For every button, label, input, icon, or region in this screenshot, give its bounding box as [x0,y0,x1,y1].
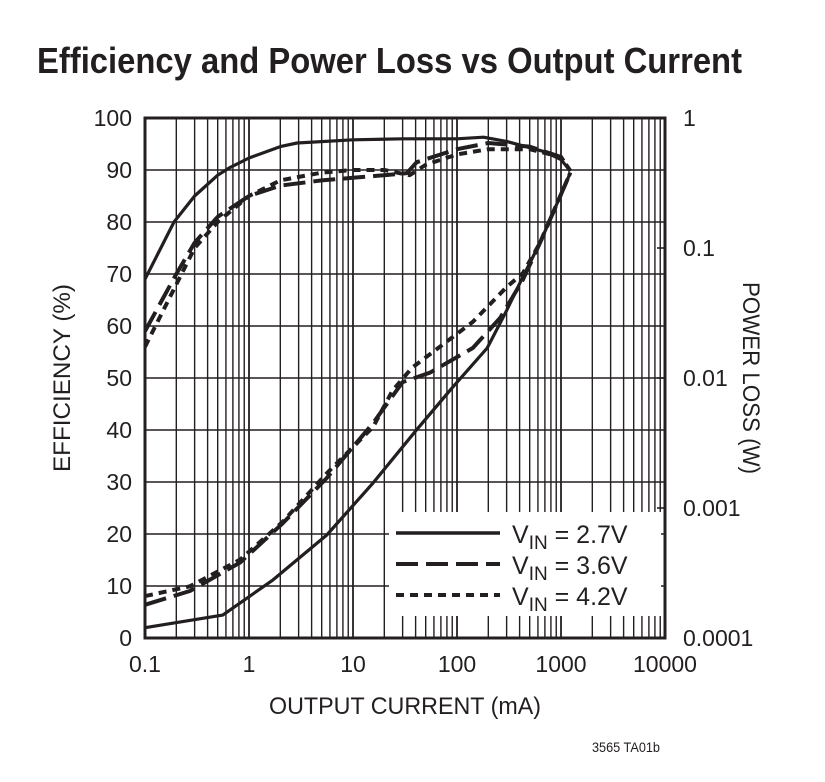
y-tick-label: 100 [94,105,132,131]
x-tick-label: 100 [438,651,476,677]
y-tick-label: 40 [106,417,132,443]
y2-tick-label: 0.001 [683,495,741,521]
legend-label: VIN = 3.6V [512,552,628,585]
y-axis-label: EFFICIENCY (%) [49,284,76,472]
footnote: 3565 TA01b [592,739,660,755]
y-tick-label: 60 [106,313,132,339]
y2-tick-label: 0.0001 [683,625,753,651]
y-tick-label: 0 [119,625,132,651]
x-tick-label: 10 [340,651,366,677]
y-tick-label: 30 [106,469,132,495]
x-tick-label: 0.1 [129,651,161,677]
x-tick-label: 1 [243,651,256,677]
x-axis-label: OUTPUT CURRENT (mA) [269,693,541,720]
efficiency-curve [143,141,573,333]
y2-tick-label: 0.1 [683,235,715,261]
y2-tick-label: 0.01 [683,365,728,391]
legend-label: VIN = 4.2V [512,583,628,616]
y-tick-label: 50 [106,365,132,391]
efficiency-curve [143,147,573,348]
power-loss-curve [144,171,573,607]
y-tick-label: 90 [106,157,132,183]
tick-labels: 0.1 1 10 100 1000 10000 0 10 20 30 40 50 60 70 80 90 100… [94,105,754,677]
x-tick-label: 1000 [535,651,586,677]
y2-tick-label: 1 [683,105,696,131]
y-tick-label: 10 [106,573,132,599]
y-tick-label: 70 [106,261,132,287]
power-loss-curve [144,171,573,599]
y2-axis-label: POWER LOSS (W) [737,282,764,474]
curves [143,135,573,630]
x-tick-label: 10000 [633,651,697,677]
y-tick-label: 20 [106,521,132,547]
y-tick-label: 80 [106,209,132,235]
chart-title: Efficiency and Power Loss vs Output Curr… [37,40,742,81]
legend-label: VIN = 2.7V [512,521,628,554]
